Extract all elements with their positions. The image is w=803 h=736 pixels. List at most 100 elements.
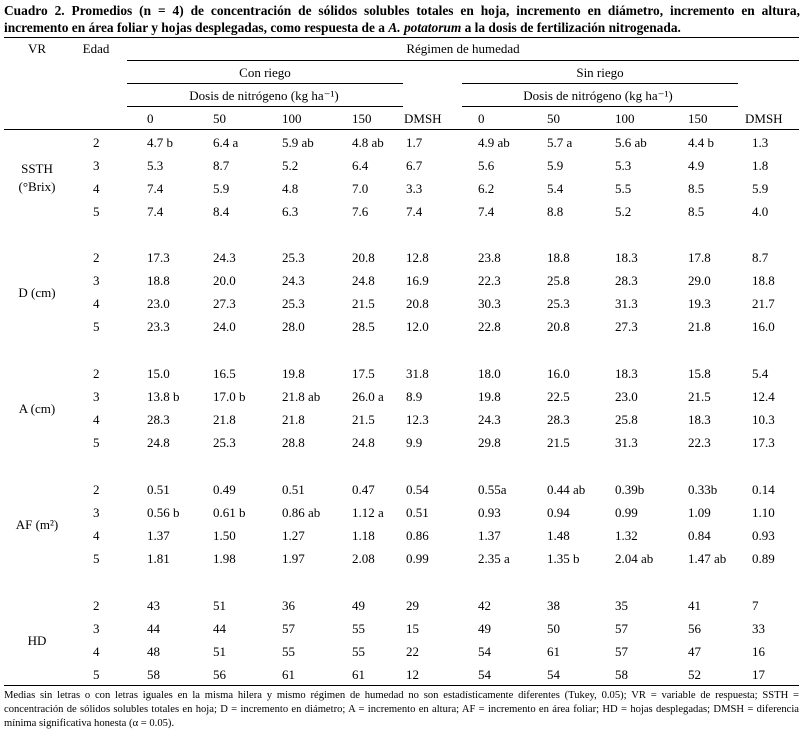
table-cell: 5.9 ab xyxy=(282,135,314,150)
table-cell: 4.4 b xyxy=(688,135,714,150)
table-cell: 4.9 ab xyxy=(478,135,510,150)
table-cell: 44 xyxy=(213,621,226,636)
table-cell: 1.48 xyxy=(547,528,570,543)
cell-edad: 4 xyxy=(93,412,100,427)
table-cell: 1.81 xyxy=(147,551,170,566)
table-cell: 1.12 a xyxy=(352,505,384,520)
table-cell: 19.8 xyxy=(282,366,305,381)
table-cell: 21.8 xyxy=(688,319,711,334)
table-cell: 20.8 xyxy=(547,319,570,334)
table-cell: 18.3 xyxy=(615,250,638,265)
table-cell: 1.32 xyxy=(615,528,638,543)
table-cell: 4.9 xyxy=(688,158,705,173)
header-con-riego: Con riego xyxy=(239,65,291,80)
variable-label: AF (m²) xyxy=(16,516,59,534)
table-cell: 5.2 xyxy=(615,204,632,219)
table-cell: 22.3 xyxy=(688,435,711,450)
table-cell: 30.3 xyxy=(478,296,501,311)
table-cell: 38 xyxy=(547,598,560,613)
table-cell: 21.5 xyxy=(352,412,375,427)
table-cell: 54 xyxy=(478,667,491,682)
header-dose-sr-100: 100 xyxy=(615,111,635,126)
table-cell: 15 xyxy=(406,621,419,636)
con-riego-rule xyxy=(127,83,403,84)
table-cell: 0.55a xyxy=(478,482,507,497)
table-cell: 24.8 xyxy=(352,435,375,450)
table-cell: 47 xyxy=(688,644,701,659)
con-riego-dosis-rule xyxy=(127,106,403,107)
table-cell: 48 xyxy=(147,644,160,659)
table-cell: 28.3 xyxy=(615,273,638,288)
variable-label: D (cm) xyxy=(18,284,55,302)
table-cell: 55 xyxy=(352,621,365,636)
table-cell: 23.0 xyxy=(147,296,170,311)
table-cell: 0.61 b xyxy=(213,505,246,520)
table-cell: 24.3 xyxy=(282,273,305,288)
table-cell: 25.8 xyxy=(615,412,638,427)
cell-edad: 5 xyxy=(93,551,100,566)
table-cell: 0.33b xyxy=(688,482,718,497)
table-cell: 49 xyxy=(478,621,491,636)
table-cell: 6.7 xyxy=(406,158,423,173)
table-cell: 27.3 xyxy=(213,296,236,311)
cell-edad: 3 xyxy=(93,158,100,173)
cell-edad: 4 xyxy=(93,181,100,196)
header-dosis-con-riego: Dosis de nitrógeno (kg ha⁻¹) xyxy=(189,88,339,103)
table-cell: 54 xyxy=(478,644,491,659)
table-cell: 17 xyxy=(752,667,765,682)
table-cell: 18.3 xyxy=(615,366,638,381)
table-cell: 2.04 ab xyxy=(615,551,654,566)
table-cell: 33 xyxy=(752,621,765,636)
table-cell: 0.99 xyxy=(406,551,429,566)
table-cell: 0.44 ab xyxy=(547,482,586,497)
table-cell: 0.51 xyxy=(147,482,170,497)
cell-edad: 2 xyxy=(93,366,100,381)
table-cell: 51 xyxy=(213,644,226,659)
variable-label: A (cm) xyxy=(19,400,55,418)
caption-text-after: a la dosis de fertilización nitrogenada. xyxy=(461,20,681,35)
table-cell: 15.0 xyxy=(147,366,170,381)
table-cell: 25.3 xyxy=(282,250,305,265)
table-cell: 21.8 ab xyxy=(282,389,321,404)
header-dose-sr-50: 50 xyxy=(547,111,560,126)
table-cell: 2.35 a xyxy=(478,551,510,566)
table-cell: 29 xyxy=(406,598,419,613)
table-cell: 25.3 xyxy=(213,435,236,450)
variable-label-line: HD xyxy=(27,633,47,648)
table-cell: 44 xyxy=(147,621,160,636)
table-cell: 23.3 xyxy=(147,319,170,334)
table-cell: 24.3 xyxy=(213,250,236,265)
table-cell: 25.3 xyxy=(282,296,305,311)
header-dose-sr-0: 0 xyxy=(478,111,485,126)
table-cell: 27.3 xyxy=(615,319,638,334)
table-cell: 12.3 xyxy=(406,412,429,427)
table-cell: 52 xyxy=(688,667,701,682)
table-cell: 12.8 xyxy=(406,250,429,265)
table-cell: 1.7 xyxy=(406,135,423,150)
table-cell: 55 xyxy=(352,644,365,659)
header-dose-cr-100: 100 xyxy=(282,111,302,126)
cell-edad: 4 xyxy=(93,644,100,659)
cell-edad: 2 xyxy=(93,482,100,497)
variable-label-line: D (cm) xyxy=(18,285,56,300)
table-cell: 17.0 b xyxy=(213,389,246,404)
table-cell: 0.47 xyxy=(352,482,375,497)
table-cell: 0.49 xyxy=(213,482,236,497)
table-cell: 7.6 xyxy=(352,204,369,219)
table-cell: 28.8 xyxy=(282,435,305,450)
table-cell: 35 xyxy=(615,598,628,613)
table-cell: 2.08 xyxy=(352,551,375,566)
table-cell: 5.9 xyxy=(213,181,230,196)
table-cell: 6.3 xyxy=(282,204,299,219)
table-cell: 8.7 xyxy=(752,250,769,265)
table-cell: 31.8 xyxy=(406,366,429,381)
table-cell: 26.0 a xyxy=(352,389,384,404)
table-cell: 24.3 xyxy=(478,412,501,427)
cell-edad: 4 xyxy=(93,296,100,311)
table-cell: 7.4 xyxy=(478,204,495,219)
table-cell: 5.9 xyxy=(547,158,564,173)
table-cell: 20.8 xyxy=(352,250,375,265)
table-cell: 16 xyxy=(752,644,765,659)
table-cell: 24.0 xyxy=(213,319,236,334)
table-cell: 0.51 xyxy=(282,482,305,497)
